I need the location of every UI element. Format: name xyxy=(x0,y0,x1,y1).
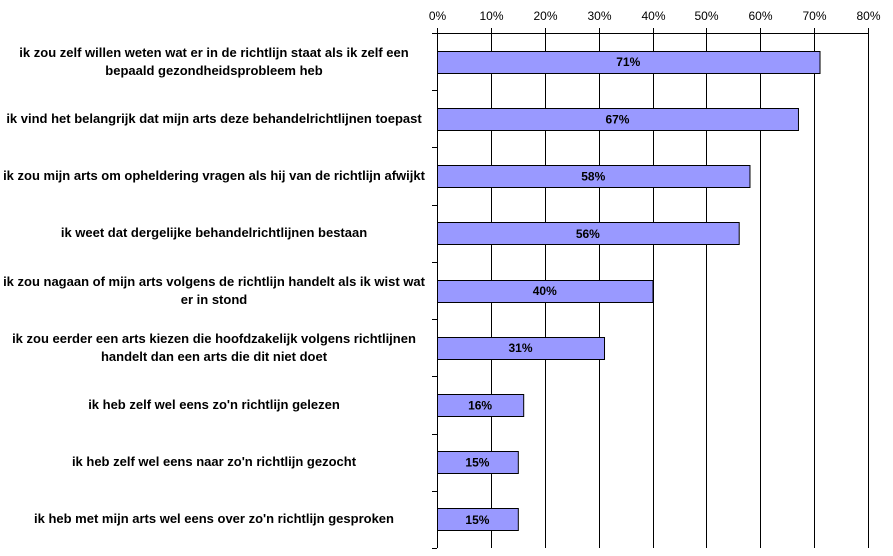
bar xyxy=(437,451,519,474)
bars xyxy=(437,51,821,531)
category-label: ik heb zelf wel eens naar zo'n richtlijn… xyxy=(71,454,357,470)
bar xyxy=(437,51,821,74)
bar xyxy=(437,508,519,531)
bar xyxy=(437,280,654,303)
bar xyxy=(437,222,740,245)
bar-data-label: 15% xyxy=(465,456,489,470)
x-tick-label: 10% xyxy=(479,9,503,23)
x-tick-label: 0% xyxy=(429,9,447,23)
x-tick-label: 20% xyxy=(533,9,557,23)
bar xyxy=(437,108,799,131)
x-tick-label: 30% xyxy=(587,9,611,23)
category-label: ik heb met mijn arts wel eens over zo'n … xyxy=(34,511,394,527)
bar-data-labels: 71% 67% 58% 56% 40% 31% 16% 15% 15% xyxy=(465,55,640,527)
bar xyxy=(437,165,751,188)
bar-data-label: 67% xyxy=(605,112,629,126)
category-label: ik heb zelf wel eens zo'n richtlijn gele… xyxy=(88,396,340,412)
x-tick-labels: 0% 10% 20% 30% 40% 50% 60% 70% 80% xyxy=(429,9,881,23)
x-tick-label: 70% xyxy=(802,9,826,23)
category-label: ik zou nagaan of mijn arts volgens de ri… xyxy=(3,273,425,307)
x-tick-label: 40% xyxy=(641,9,665,23)
bar-data-label: 16% xyxy=(468,398,492,412)
x-tick-label: 60% xyxy=(748,9,772,23)
bar xyxy=(437,337,606,360)
category-label: ik weet dat dergelijke behandelrichtlijn… xyxy=(60,225,368,241)
bar-data-label: 58% xyxy=(581,170,605,184)
bar-data-label: 71% xyxy=(616,55,640,69)
category-label: ik zou eerder een arts kiezen die hoofdz… xyxy=(12,330,416,364)
bar xyxy=(437,394,525,417)
x-tick-label: 50% xyxy=(694,9,718,23)
bar-data-label: 15% xyxy=(465,513,489,527)
category-label: ik vind het belangrijk dat mijn arts dez… xyxy=(6,110,422,126)
bar-data-label: 40% xyxy=(533,284,557,298)
category-label: ik zou mijn arts om opheldering vragen a… xyxy=(3,168,425,184)
category-label: ik zou zelf willen weten wat er in de ri… xyxy=(19,44,409,78)
bar-data-label: 56% xyxy=(576,227,600,241)
x-tick-label: 80% xyxy=(856,9,880,23)
bar-data-label: 31% xyxy=(508,341,532,355)
